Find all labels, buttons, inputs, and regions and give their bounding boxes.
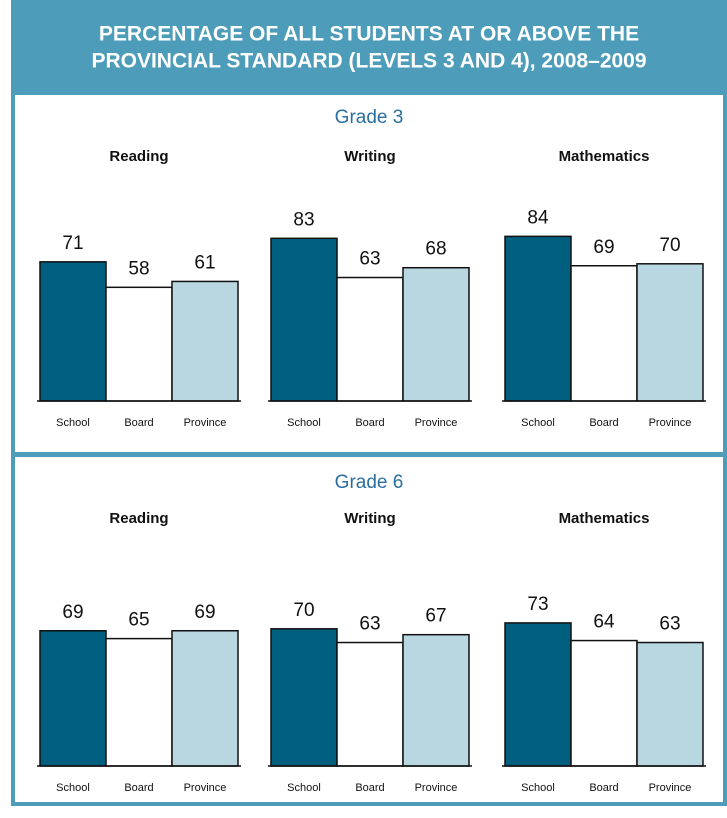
- value-label: 64: [593, 612, 615, 633]
- category-label: Province: [649, 782, 692, 794]
- category-label: Province: [415, 782, 458, 794]
- bar: [336, 641, 404, 767]
- bar: [402, 633, 470, 767]
- chart-title: Writing: [344, 510, 395, 527]
- category-label: Province: [184, 782, 227, 794]
- chart-title: Mathematics: [559, 510, 650, 527]
- value-label: 63: [359, 249, 380, 270]
- header-title: PROVINCIAL STANDARD (LEVELS 3 AND 4), 20…: [91, 50, 646, 73]
- bar: [336, 276, 404, 402]
- value-label: 68: [425, 239, 446, 260]
- value-label: 63: [359, 614, 380, 635]
- category-label: Board: [355, 782, 384, 794]
- bar: [171, 280, 239, 402]
- category-label: Board: [589, 782, 618, 794]
- bar: [171, 630, 239, 767]
- category-label: Province: [649, 417, 692, 429]
- category-label: Board: [589, 417, 618, 429]
- bar: [636, 263, 704, 402]
- value-label: 83: [293, 209, 314, 230]
- header: [11, 0, 727, 95]
- category-label: School: [287, 417, 321, 429]
- bar: [105, 286, 173, 402]
- bar: [504, 622, 572, 767]
- category-label: School: [521, 417, 555, 429]
- header-title: PERCENTAGE OF ALL STUDENTS AT OR ABOVE T…: [99, 23, 639, 46]
- category-label: Board: [124, 417, 153, 429]
- grade-label: Grade 6: [335, 472, 404, 493]
- bar: [570, 639, 638, 767]
- category-label: Province: [184, 417, 227, 429]
- chart-title: Reading: [109, 148, 168, 165]
- value-label: 69: [194, 602, 215, 623]
- value-label: 70: [293, 600, 314, 621]
- bar: [39, 630, 107, 767]
- category-label: Board: [355, 417, 384, 429]
- bar: [270, 628, 338, 767]
- value-label: 61: [194, 252, 215, 273]
- bar: [39, 261, 107, 402]
- chart-title: Reading: [109, 510, 168, 527]
- bar: [504, 235, 572, 402]
- value-label: 58: [128, 258, 149, 279]
- category-label: School: [56, 782, 90, 794]
- bar: [570, 265, 638, 402]
- value-label: 69: [62, 602, 83, 623]
- value-label: 84: [527, 207, 549, 228]
- bar: [402, 266, 470, 402]
- chart-title: Mathematics: [559, 148, 650, 165]
- value-label: 69: [593, 237, 614, 258]
- divider: [11, 452, 727, 457]
- category-label: School: [521, 782, 555, 794]
- value-label: 67: [425, 606, 446, 627]
- category-label: Board: [124, 782, 153, 794]
- chart-title: Writing: [344, 148, 395, 165]
- bar: [105, 637, 173, 767]
- value-label: 63: [659, 614, 680, 635]
- value-label: 65: [128, 610, 149, 631]
- value-label: 70: [659, 235, 680, 256]
- value-label: 73: [527, 594, 548, 615]
- bar: [636, 641, 704, 767]
- category-label: Province: [415, 417, 458, 429]
- category-label: School: [56, 417, 90, 429]
- grade-label: Grade 3: [335, 107, 404, 128]
- bar: [270, 237, 338, 402]
- category-label: School: [287, 782, 321, 794]
- value-label: 71: [62, 233, 83, 254]
